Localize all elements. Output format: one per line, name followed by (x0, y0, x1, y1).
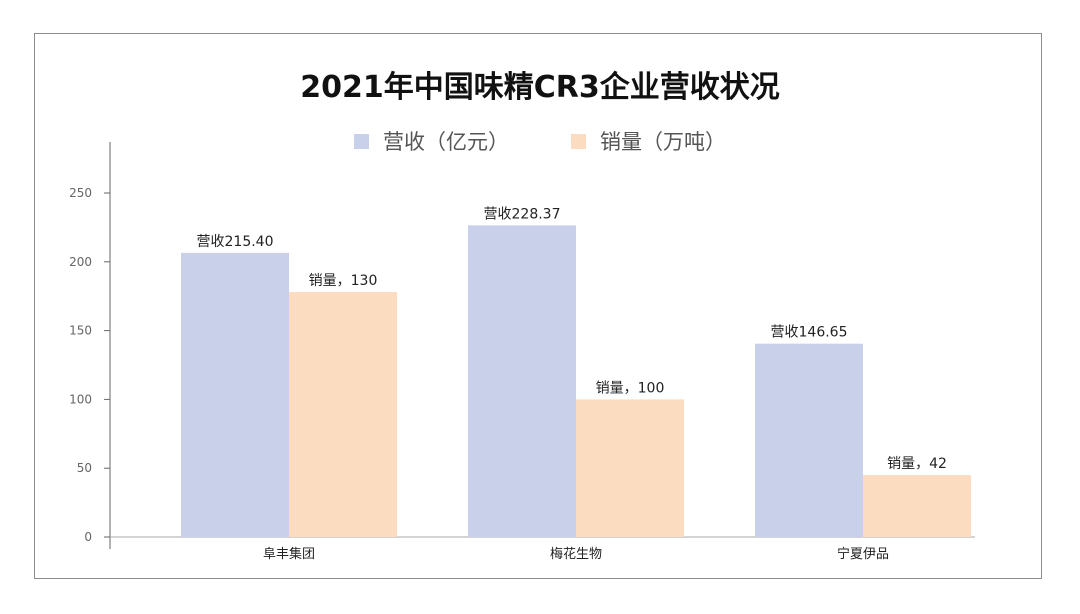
legend-item-revenue: 营收（亿元） (354, 126, 509, 156)
legend-item-sales: 销量（万吨） (571, 126, 726, 156)
data-label-revenue: 营收146.65 (771, 325, 848, 341)
legend-label-sales: 销量（万吨） (600, 130, 726, 154)
category-label: 梅花生物 (550, 546, 602, 562)
legend-swatch-revenue (354, 133, 369, 149)
y-tick-label: 150 (69, 324, 92, 338)
bar-sales (863, 475, 971, 537)
y-tick-label: 100 (69, 392, 92, 406)
data-label-sales: 销量，130 (309, 273, 378, 289)
data-label-revenue: 营收228.37 (484, 206, 561, 222)
bar-revenue (181, 252, 289, 537)
legend-label-revenue: 营收（亿元） (383, 130, 509, 154)
legend-swatch-sales (571, 133, 586, 149)
data-label-sales: 销量，42 (887, 456, 947, 472)
bar-sales (289, 292, 397, 537)
bar-sales (576, 399, 684, 537)
chart-title: 2021年中国味精CR3企业营收状况 (300, 70, 780, 105)
category-label: 阜丰集团 (263, 546, 315, 562)
chart-legend: 营收（亿元） 销量（万吨） (0, 126, 1080, 156)
data-label-revenue: 营收215.40 (197, 234, 274, 250)
data-label-sales: 销量，100 (596, 380, 665, 396)
y-tick-label: 0 (84, 530, 92, 544)
y-tick-label: 250 (69, 186, 92, 200)
bar-revenue (755, 343, 863, 537)
y-tick-label: 200 (69, 255, 92, 269)
bar-revenue (468, 225, 576, 537)
category-label: 宁夏伊品 (837, 546, 889, 562)
y-tick-label: 50 (77, 461, 92, 475)
